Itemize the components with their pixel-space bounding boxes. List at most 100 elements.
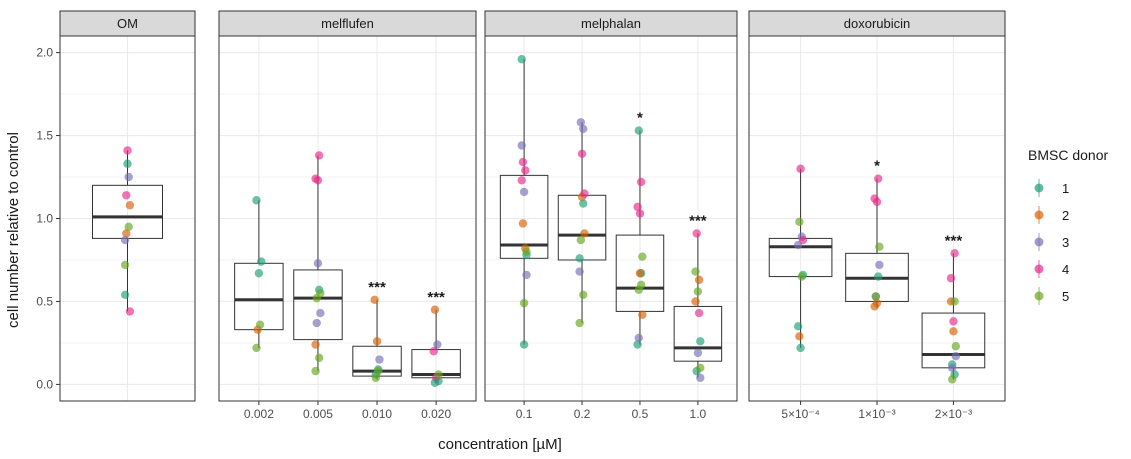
data-point (252, 343, 261, 353)
data-point (518, 157, 528, 167)
legend: BMSC donor 1 2 3 4 5 (1028, 147, 1108, 305)
legend-key-dot (1034, 210, 1044, 220)
strip-OM (59, 10, 196, 37)
x-tick-label: 5×10⁻⁴ (781, 407, 820, 421)
x-tick-label: 1.0 (690, 407, 707, 421)
data-point (375, 355, 384, 364)
significance-label: * (637, 110, 643, 127)
data-point (691, 267, 700, 276)
significance-label: *** (368, 279, 386, 296)
data-point (638, 252, 647, 261)
legend-entry-4: 4 (1034, 260, 1069, 278)
data-point (125, 201, 135, 210)
box-group-2×10⁻³: *** (921, 232, 986, 384)
x-tick-label: 0.020 (421, 407, 451, 421)
data-point (872, 298, 882, 308)
data-point (693, 287, 703, 296)
panel-melflufen: melflufen 0.002 0.005 *** 0.010 *** 0.020 (218, 10, 477, 421)
data-point (254, 269, 264, 278)
data-point (875, 260, 884, 270)
data-point (797, 272, 806, 281)
data-point (518, 219, 528, 228)
data-point (120, 290, 130, 300)
data-point (519, 340, 529, 349)
data-point (124, 222, 133, 231)
data-point (575, 318, 584, 328)
legend-label: 5 (1062, 289, 1069, 304)
data-point (312, 318, 321, 328)
legend-entry-1: 1 (1034, 179, 1069, 197)
data-point (633, 202, 642, 212)
y-tick-label: 1.5 (36, 129, 53, 143)
legend-entry-2: 2 (1034, 206, 1069, 224)
box (293, 269, 343, 341)
strip-melflufen (218, 10, 477, 37)
data-point (633, 340, 642, 349)
data-point (519, 187, 529, 197)
x-tick-label: 0.010 (362, 407, 392, 421)
data-point (434, 370, 443, 379)
data-point (579, 199, 588, 208)
data-point (311, 340, 320, 349)
data-point (521, 166, 530, 175)
data-point (691, 297, 700, 306)
y-tick-label: 0.0 (36, 377, 53, 391)
data-point (946, 274, 956, 283)
data-point (580, 229, 589, 238)
data-point (522, 270, 531, 280)
data-point (575, 267, 584, 276)
data-point (576, 235, 586, 245)
box-group-0.2 (557, 118, 607, 328)
data-point (522, 247, 531, 256)
panel-doxorubicin: doxorubicin 5×10⁻⁴ * 1×10⁻³ *** 2×10⁻³ (748, 10, 1006, 421)
data-point (580, 189, 589, 198)
strip-doxorubicin (748, 10, 1006, 37)
data-point (696, 337, 705, 346)
data-point (125, 307, 135, 316)
panel-border (748, 35, 1006, 402)
data-point (692, 229, 701, 238)
data-point (696, 363, 705, 373)
data-point (517, 141, 526, 150)
data-point (577, 149, 587, 158)
box (673, 305, 723, 362)
data-point (123, 159, 132, 168)
data-point (874, 174, 883, 183)
data-point (433, 340, 442, 349)
data-point (255, 320, 265, 329)
x-tick-label: 0.002 (244, 407, 274, 421)
panel-melphalan: melphalan 0.1 0.2 * 0.5 *** 1.0 (484, 10, 738, 421)
data-point (696, 373, 705, 382)
data-point (871, 292, 880, 301)
x-tick-label: 0.2 (574, 407, 591, 421)
legend-key-dot (1034, 183, 1044, 193)
data-point (314, 353, 324, 363)
box-group-1.0: *** (673, 212, 723, 382)
data-point (430, 378, 440, 387)
panel-border (484, 35, 738, 402)
data-point (795, 332, 804, 341)
data-point (638, 310, 647, 319)
data-point (120, 235, 130, 245)
data-point (872, 197, 882, 207)
data-point (951, 342, 961, 351)
box-group-1×10⁻³: * (845, 158, 909, 311)
data-point (796, 343, 805, 353)
data-point (950, 249, 959, 258)
data-point (635, 269, 645, 278)
legend-entry-5: 5 (1034, 287, 1069, 305)
box-group-OM (92, 146, 163, 316)
data-point (313, 176, 323, 185)
data-point (948, 375, 957, 384)
x-tick-label: 0.5 (632, 407, 649, 421)
y-tick-label: 2.0 (36, 46, 53, 60)
data-point (371, 373, 381, 382)
y-axis: 0.0 0.5 1.0 1.5 2.0 (36, 46, 60, 391)
data-point (793, 322, 803, 331)
data-point (120, 260, 130, 270)
data-point (517, 55, 526, 64)
x-tick-label: 0.1 (516, 407, 533, 421)
box-group-5×10⁻⁴ (768, 164, 833, 353)
data-point (519, 298, 529, 308)
data-point (517, 176, 526, 185)
